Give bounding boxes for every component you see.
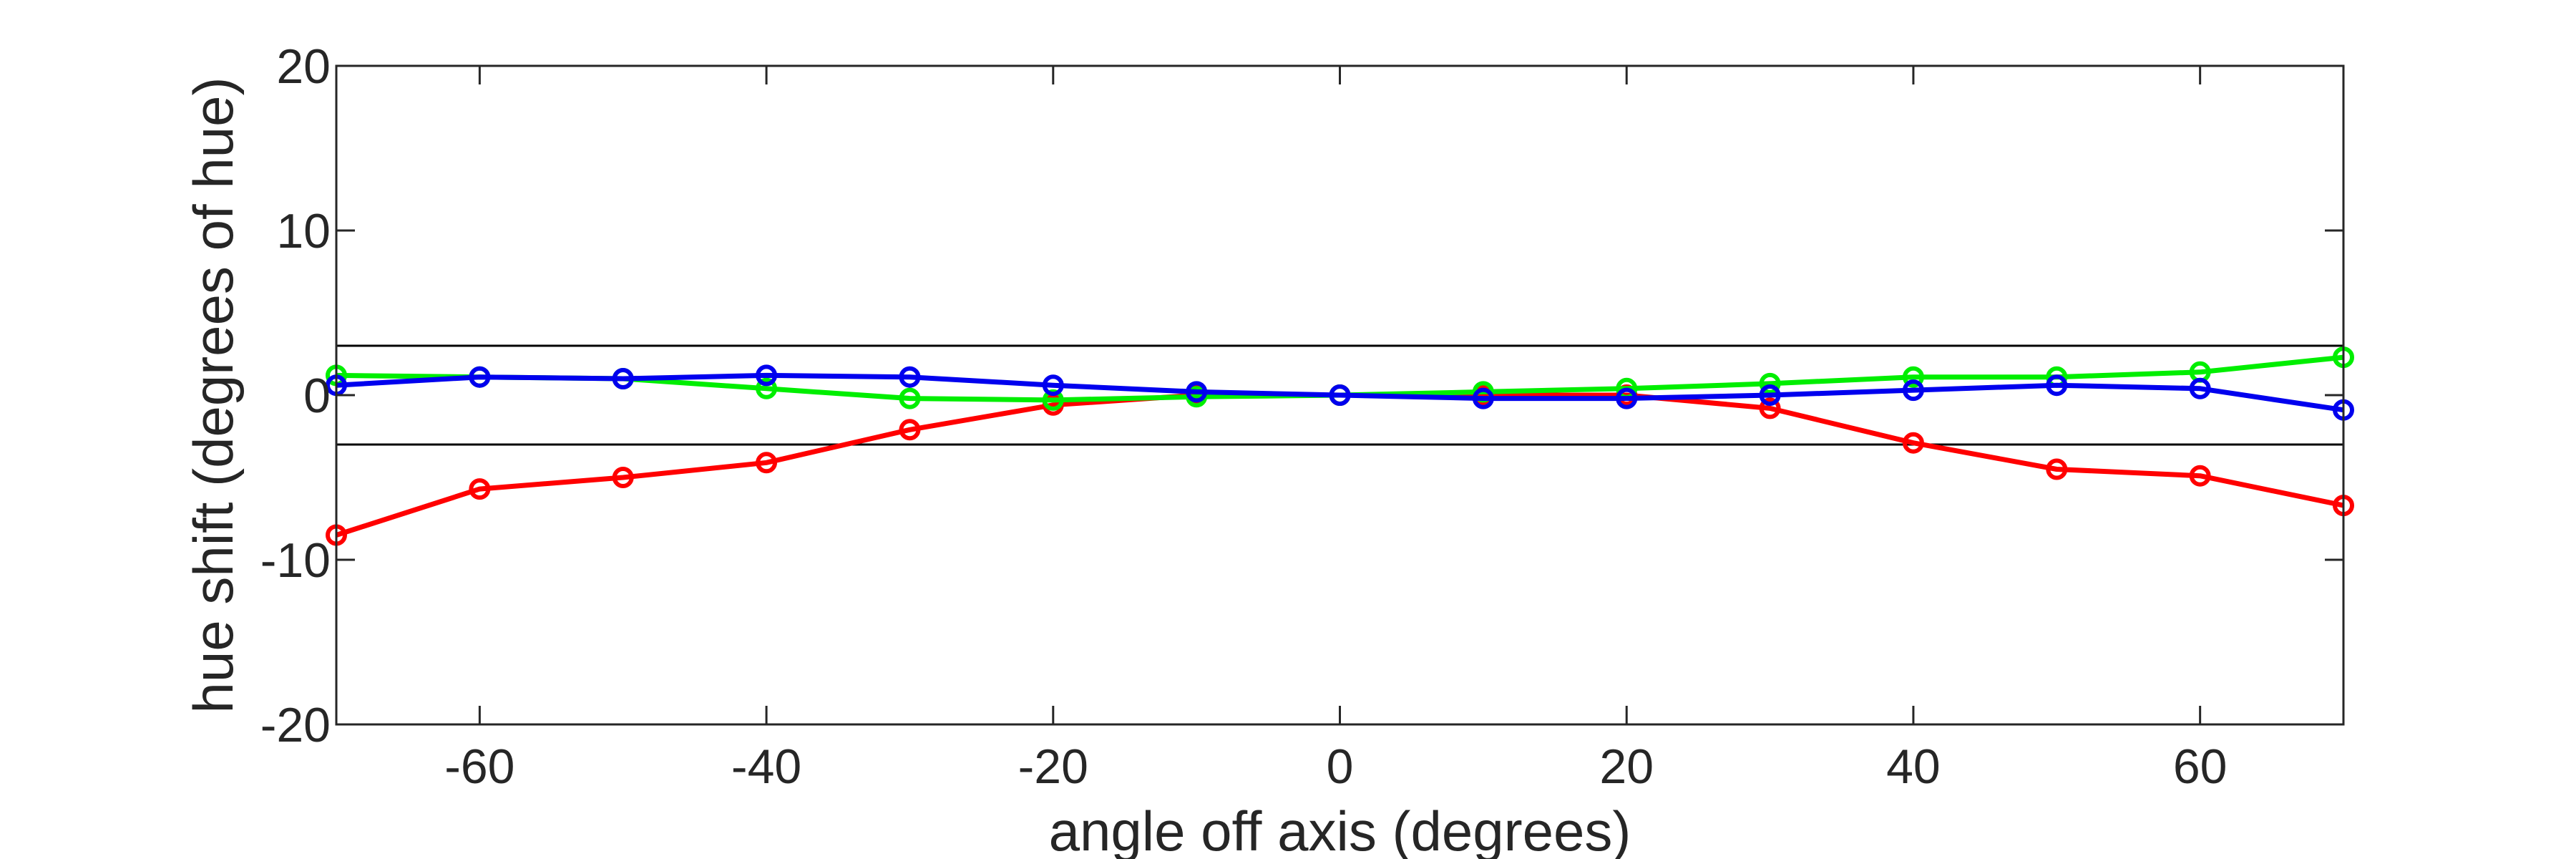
x-tick-label: 0 bbox=[1327, 739, 1354, 794]
y-tick-label: -20 bbox=[260, 698, 331, 752]
tolerance-lines bbox=[336, 344, 2343, 446]
x-tick-label: 40 bbox=[1886, 739, 1941, 794]
series-1-point bbox=[612, 467, 634, 488]
series-2-point bbox=[756, 377, 778, 399]
series-2-point bbox=[1042, 389, 1064, 411]
x-tick-label: -60 bbox=[444, 739, 514, 794]
series-1-point bbox=[2046, 458, 2068, 480]
x-tick-label: 60 bbox=[2173, 739, 2228, 794]
series-3-point bbox=[756, 364, 778, 387]
series-2-point bbox=[1902, 366, 1924, 388]
x-tick-label: -20 bbox=[1018, 739, 1088, 794]
x-axis-label: angle off axis (degrees) bbox=[1049, 800, 1631, 859]
series-line-3 bbox=[336, 372, 2344, 413]
x-tick-label: -40 bbox=[731, 739, 801, 794]
series-layer bbox=[326, 346, 2354, 546]
series-3-point bbox=[2189, 377, 2211, 399]
y-tick-label: 20 bbox=[276, 39, 331, 94]
axis-ticks: -60 -40 -20 0 20 40 60 -20 -10 0 10 20 bbox=[260, 39, 2343, 794]
series-line-1 bbox=[335, 392, 2344, 538]
series-3-point bbox=[899, 366, 921, 388]
y-tick-label: -10 bbox=[260, 533, 331, 588]
series-3-point bbox=[1472, 387, 1494, 409]
x-tick-label: 20 bbox=[1599, 739, 1654, 794]
series-1-point bbox=[899, 419, 921, 441]
series-3-point bbox=[1902, 379, 1924, 402]
series-3-point bbox=[1329, 384, 1351, 406]
y-tick-label: 10 bbox=[276, 204, 331, 258]
y-axis-label: hue shift (degrees of hue) bbox=[182, 77, 245, 714]
series-1-point bbox=[1759, 397, 1781, 419]
series-1-point bbox=[756, 452, 778, 474]
series-1-point bbox=[469, 478, 491, 500]
series-3-point bbox=[1616, 387, 1638, 409]
series-3-point bbox=[469, 366, 491, 388]
series-3-point bbox=[2046, 374, 2068, 397]
y-tick-label: 0 bbox=[303, 369, 331, 423]
series-3-point bbox=[612, 368, 634, 389]
series-1-point bbox=[2189, 465, 2211, 487]
series-3-point bbox=[1759, 384, 1781, 406]
series-3-point bbox=[1042, 374, 1064, 397]
series-3-point bbox=[1186, 381, 1208, 403]
series-2-point bbox=[899, 387, 921, 409]
series-2-point bbox=[1759, 372, 1781, 394]
series-1-point bbox=[1902, 432, 1924, 454]
